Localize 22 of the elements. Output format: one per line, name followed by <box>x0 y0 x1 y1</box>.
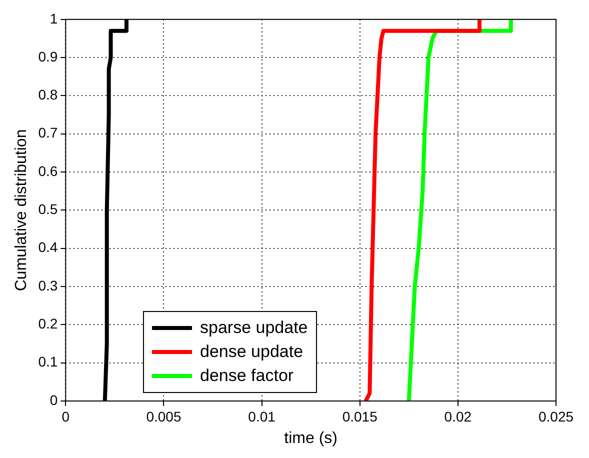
y-tick-label: 0.1 <box>38 354 58 370</box>
x-tick-label: 0.005 <box>146 408 182 424</box>
y-tick-label: 0.9 <box>38 48 58 64</box>
y-tick-label: 0.2 <box>38 316 58 332</box>
y-tick-label: 1 <box>50 10 58 26</box>
y-tick-label: 0.5 <box>38 201 58 218</box>
y-tick-label: 0.3 <box>38 277 58 294</box>
y-tick-label: 0.6 <box>38 162 58 179</box>
legend-label: dense update <box>200 341 304 363</box>
x-tick-label: 0.015 <box>342 408 378 424</box>
y-tick-label: 0.4 <box>38 239 58 256</box>
x-tick-label: 0.025 <box>538 408 574 424</box>
legend-label: sparse update <box>200 317 308 339</box>
x-tick-label: 0 <box>62 408 70 424</box>
y-tick-label: 0 <box>50 392 58 408</box>
y-tick-label: 0.7 <box>38 124 58 141</box>
y-tick-label: 0.8 <box>38 86 58 103</box>
x-axis-title: time (s) <box>284 430 338 447</box>
y-axis-title: Cumulative distribution <box>13 129 30 292</box>
x-tick-label: 0.01 <box>248 408 276 424</box>
x-tick-label: 0.02 <box>444 408 472 424</box>
legend-label: dense factor <box>200 365 294 387</box>
